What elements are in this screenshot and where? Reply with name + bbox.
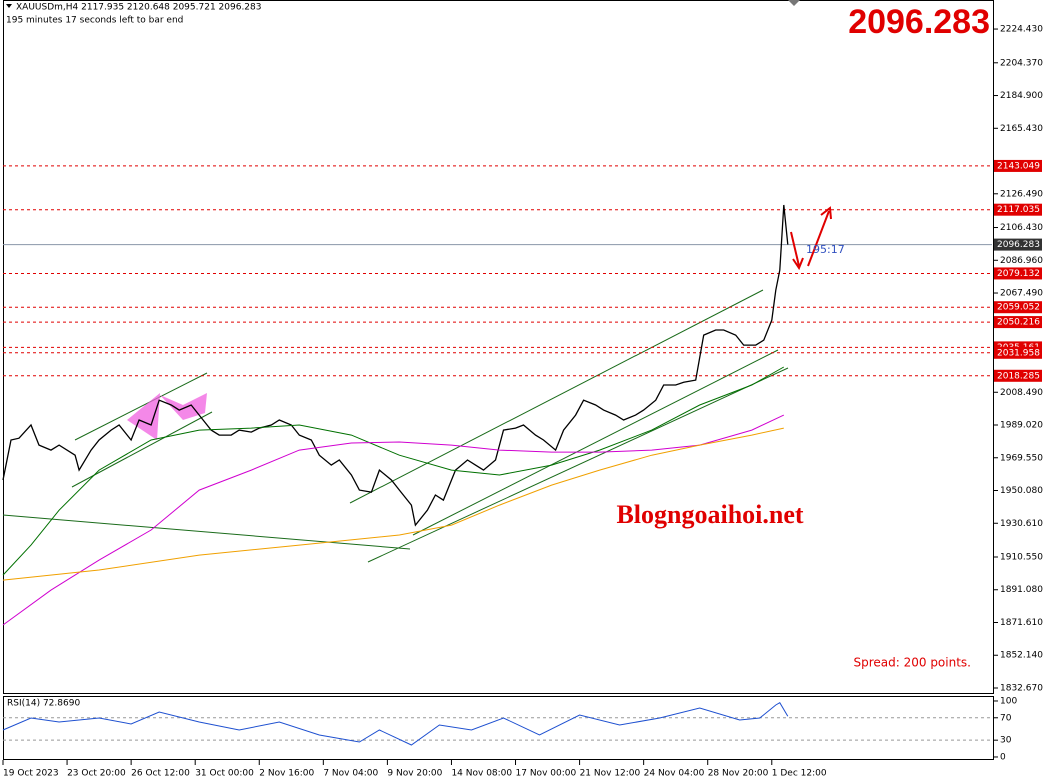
y-tick-label: 1832.670 xyxy=(1000,683,1043,693)
level-label: 2079.132 xyxy=(997,269,1040,279)
level-label-box xyxy=(994,203,1042,216)
y-tick-label: 2126.490 xyxy=(1000,189,1043,199)
symbol-line: XAUUSDm,H4 2117.935 2120.648 2095.721 20… xyxy=(16,3,261,13)
level-label: 2050.216 xyxy=(997,318,1040,328)
rsi-frame xyxy=(3,696,994,760)
x-tick-label: 9 Nov 20:00 xyxy=(387,769,442,779)
x-tick-label: 24 Nov 04:00 xyxy=(644,769,705,779)
x-tick-label: 19 Oct 2023 xyxy=(3,769,59,779)
rsi-label: RSI(14) 72.8690 xyxy=(7,699,80,709)
shift-marker xyxy=(788,0,800,6)
trend-line xyxy=(2,514,411,550)
y-tick-label: 2086.960 xyxy=(1000,256,1043,266)
y-tick-label: 30 xyxy=(1000,736,1012,746)
plot: 2224.430 2204.370 2184.900 2165.430 2126.490… xyxy=(2,25,1043,779)
x-tick-label: 21 Nov 12:00 xyxy=(580,769,641,779)
y-tick-label: 1930.610 xyxy=(1000,519,1043,529)
level-label-box xyxy=(994,346,1042,359)
level-label: 2059.052 xyxy=(997,303,1040,313)
watermark: Blogngoaihoi.net xyxy=(616,500,803,529)
trend-lines xyxy=(2,289,789,563)
y-tick-label: 1969.550 xyxy=(1000,453,1043,463)
arrow-up xyxy=(807,206,832,267)
x-tick-label: 31 Oct 00:00 xyxy=(195,769,254,779)
x-tick-label: 2 Nov 16:00 xyxy=(259,769,314,779)
level-label-box xyxy=(994,301,1042,314)
trend-line xyxy=(74,372,208,441)
countdown: 195:17 xyxy=(806,243,845,256)
y-tick-label: 1871.610 xyxy=(1000,618,1043,628)
level-label: 2031.958 xyxy=(997,348,1040,358)
x-tick-label: 7 Nov 04:00 xyxy=(323,769,378,779)
y-tick-label: 1852.140 xyxy=(1000,651,1043,661)
current-price-label: 2096.283 xyxy=(997,240,1040,250)
y-tick-label: 70 xyxy=(1000,713,1012,723)
indicator-line xyxy=(2,702,789,746)
y-tick-label: 2067.490 xyxy=(1000,289,1043,299)
big-price: 2096.283 xyxy=(848,3,990,41)
y-tick-label: 1989.020 xyxy=(1000,421,1043,431)
x-tick-label: 14 Nov 08:00 xyxy=(451,769,512,779)
y-tick-label: 100 xyxy=(1000,696,1017,706)
indicator-line xyxy=(2,366,785,576)
indicator-line xyxy=(2,414,785,626)
y-tick-label: 2106.430 xyxy=(1000,223,1043,233)
pattern-highlight xyxy=(127,393,207,440)
y-tick-label: 2204.370 xyxy=(1000,58,1043,68)
price-line xyxy=(2,204,789,527)
trend-line xyxy=(412,349,779,536)
arrows xyxy=(790,206,832,271)
y-tick-label: 0 xyxy=(1000,752,1006,762)
level-label-box xyxy=(994,267,1042,280)
level-label-box xyxy=(994,316,1042,329)
level-label: 2143.049 xyxy=(997,161,1040,171)
menu-icon[interactable] xyxy=(6,4,12,8)
y-tick-label: 1950.080 xyxy=(1000,486,1043,496)
x-tick-label: 26 Oct 12:00 xyxy=(131,769,190,779)
y-tick-label: 2224.430 xyxy=(1000,25,1043,35)
timer-line: 195 minutes 17 seconds left to bar end xyxy=(6,16,183,26)
spread: Spread: 200 points. xyxy=(853,656,971,670)
y-tick-label: 2184.900 xyxy=(1000,91,1043,101)
level-label: 2117.035 xyxy=(997,205,1040,215)
arrow-down xyxy=(790,231,804,271)
x-tick-label: 17 Nov 00:00 xyxy=(516,769,577,779)
level-label-box xyxy=(994,159,1042,172)
trend-line xyxy=(349,289,764,504)
x-tick-label: 23 Oct 20:00 xyxy=(67,769,126,779)
x-tick-label: 1 Dec 12:00 xyxy=(772,769,827,779)
indicator-line xyxy=(2,427,784,581)
y-tick-label: 1910.550 xyxy=(1000,552,1043,562)
y-tick-label: 2008.490 xyxy=(1000,388,1043,398)
trend-line xyxy=(367,367,789,563)
level-label-box xyxy=(994,369,1042,382)
y-tick-label: 2165.430 xyxy=(1000,124,1043,134)
y-tick-label: 1891.080 xyxy=(1000,585,1043,595)
level-label: 2018.285 xyxy=(997,371,1040,381)
current-price-box xyxy=(994,238,1042,251)
x-tick-label: 28 Nov 20:00 xyxy=(708,769,769,779)
